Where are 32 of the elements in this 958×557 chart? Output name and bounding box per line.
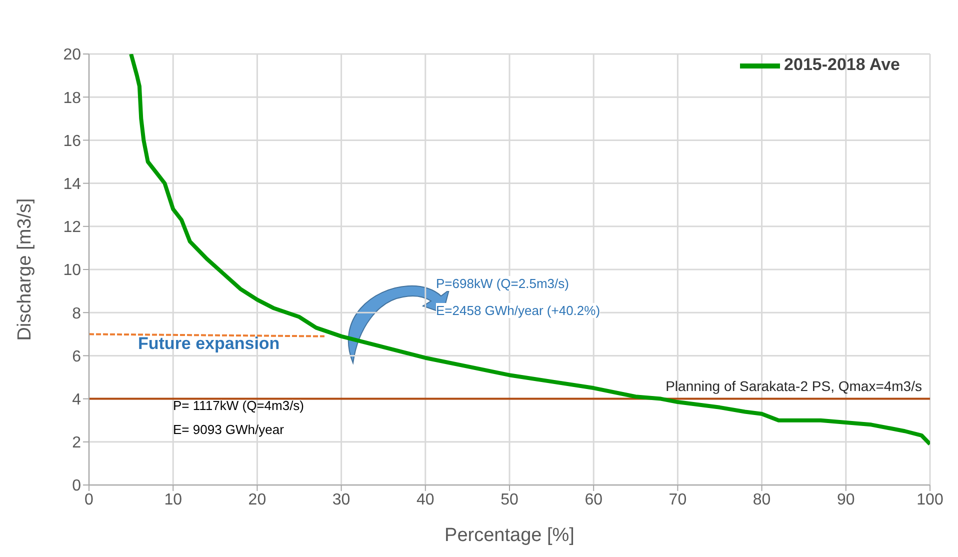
y-tick-label: 16 bbox=[63, 132, 82, 150]
x-tick-label: 80 bbox=[752, 491, 771, 508]
x-tick-label: 10 bbox=[164, 491, 182, 508]
y-tick-label: 14 bbox=[63, 176, 82, 193]
annotation: Future expansion bbox=[138, 334, 280, 354]
x-tick-label: 40 bbox=[416, 491, 434, 508]
ref-line-label: Planning of Sarakata-2 PS, Qmax=4m3/s bbox=[666, 378, 922, 394]
line-series bbox=[129, 54, 930, 446]
x-tick-label: 100 bbox=[916, 491, 944, 508]
y-tick-label: 18 bbox=[63, 90, 82, 107]
x-tick-label: 20 bbox=[248, 491, 266, 508]
y-tick-label: 4 bbox=[72, 391, 82, 408]
y-tick-label: 0 bbox=[72, 478, 82, 495]
y-tick-label: 8 bbox=[72, 305, 82, 322]
y-tick-label: 2 bbox=[72, 434, 82, 452]
y-tick-label: 12 bbox=[63, 219, 82, 236]
x-tick-label: 70 bbox=[668, 491, 687, 508]
annotation: P= 1117kW (Q=4m3/s) bbox=[173, 398, 304, 413]
x-tick-label: 50 bbox=[500, 491, 518, 508]
x-tick-label: 60 bbox=[584, 491, 603, 508]
annotation: P=698kW (Q=2.5m3/s) bbox=[436, 276, 569, 291]
y-axis-title: Discharge [m3/s] bbox=[14, 198, 36, 341]
x-axis-title: Percentage [%] bbox=[444, 525, 574, 546]
annotation: E= 9093 GWh/year bbox=[173, 422, 284, 437]
x-tick-label: 0 bbox=[84, 491, 94, 508]
legend-label: 2015-2018 Ave bbox=[784, 55, 900, 74]
y-tick-label: 20 bbox=[63, 46, 82, 64]
annotation: E=2458 GWh/year (+40.2%) bbox=[436, 303, 600, 318]
y-tick-label: 10 bbox=[63, 262, 82, 280]
x-tick-label: 30 bbox=[332, 491, 350, 508]
x-tick-label: 90 bbox=[837, 491, 855, 508]
y-tick-label: 6 bbox=[72, 348, 82, 366]
